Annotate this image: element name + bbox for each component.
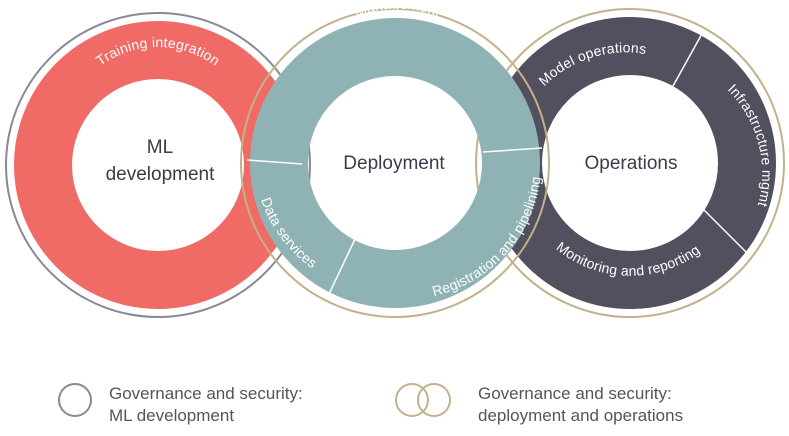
legend-ml-line2: ML development bbox=[109, 406, 235, 425]
operations-center-label: Operations bbox=[585, 153, 678, 174]
double-circle-icon bbox=[395, 383, 451, 417]
ml-development-center-line1: ML bbox=[147, 137, 173, 158]
operations-segment-divider bbox=[672, 31, 704, 87]
operations-segment-divider bbox=[703, 209, 749, 255]
legend-ml-line1: Governance and security: bbox=[109, 384, 303, 403]
governance-deploy-ops-outline bbox=[475, 8, 785, 318]
legend-deploy-ops-line2: deployment and operations bbox=[478, 406, 684, 425]
ml-development-center-line2: development bbox=[106, 164, 216, 185]
legend-governance-ml: Governance and security: ML development bbox=[55, 380, 303, 427]
deployment-center-label: Deployment bbox=[343, 153, 445, 174]
deployment-ring bbox=[240, 8, 550, 318]
deployment-segment-divider bbox=[482, 147, 543, 153]
governance-deploy-ops-outline bbox=[240, 8, 550, 318]
governance-ml-outline bbox=[5, 12, 311, 318]
deployment-segment-divider bbox=[246, 159, 303, 165]
legend-governance-deploy-ops: Governance and security: deployment and … bbox=[390, 380, 683, 427]
legend-deploy-ops-line1: Governance and security: bbox=[478, 384, 672, 403]
deployment-segment-divider bbox=[328, 236, 357, 295]
single-circle-icon bbox=[58, 383, 92, 417]
management-label: Management bbox=[352, 0, 443, 20]
